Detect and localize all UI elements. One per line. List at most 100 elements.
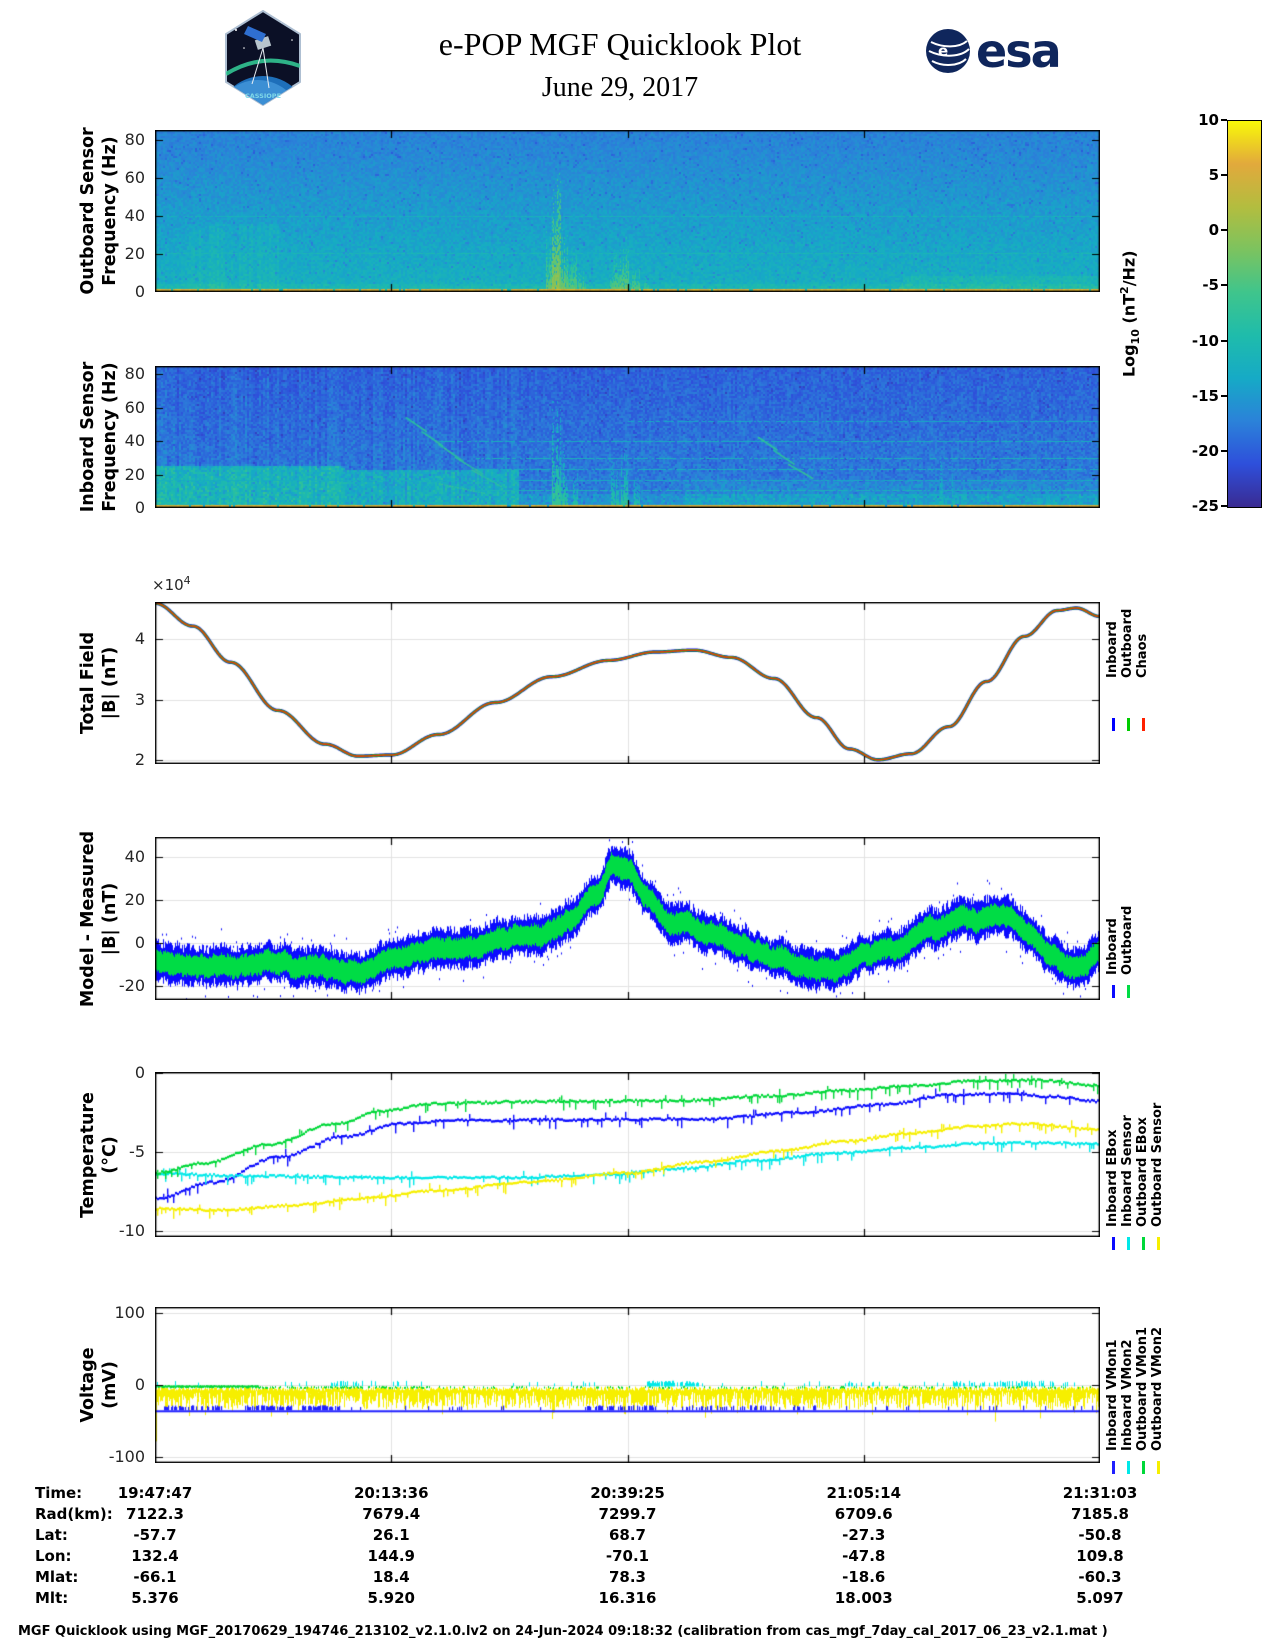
panel-model-minus-measured (155, 837, 1100, 1000)
table-cell: -27.3 (842, 1526, 886, 1544)
ytick-label-temperature: -5 (129, 1142, 145, 1162)
colorbar-tick-label: 10 (1198, 111, 1219, 129)
ytick-label-total-field: 2 (134, 749, 145, 769)
panel-outboard-spectrogram (155, 130, 1100, 292)
colorbar-tick-mark (1221, 394, 1227, 397)
ylabel-temperature: Temperature (°C) (78, 1091, 120, 1218)
ylabel-outboard-spectrogram: Outboard Sensor Frequency (Hz) (78, 127, 120, 295)
legend-tick-outboard-sensor (1157, 1237, 1160, 1250)
colorbar (1227, 120, 1262, 508)
outboard-spectrogram-plot-canvas (155, 130, 1100, 292)
patch-text: CASSIOPE (245, 92, 281, 100)
table-cell: 132.4 (131, 1547, 179, 1565)
table-cell: 5.097 (1076, 1589, 1124, 1607)
ytick-label-outboard-spectrogram: 80 (124, 129, 145, 149)
ytick-label-inboard-spectrogram: 0 (134, 498, 145, 517)
table-cell: 6709.6 (834, 1505, 893, 1523)
ytick-label-total-field: 4 (134, 629, 145, 649)
ylabel-model-minus-measured: Model - Measured |B| (nT) (78, 830, 120, 1007)
ytick-label-voltage: 0 (134, 1375, 145, 1394)
colorbar-tick-label: -5 (1202, 276, 1219, 295)
ytick-label-voltage: 100 (114, 1302, 145, 1322)
page-title: e-POP MGF Quicklook Plot (438, 26, 802, 62)
ytick-label-model-minus-measured: 40 (124, 847, 145, 867)
panel-voltage (155, 1307, 1100, 1463)
panel-inboard-spectrogram (155, 366, 1100, 508)
footer-provenance-text: MGF Quicklook using MGF_20170629_194746_… (18, 1624, 1108, 1639)
table-cell: 68.7 (608, 1526, 646, 1544)
table-row-label-lat: Lat: (35, 1526, 68, 1544)
legend-tick-inboard (1112, 718, 1115, 731)
colorbar-tick-label: 0 (1208, 221, 1219, 240)
ytick-label-voltage: -100 (108, 1447, 145, 1467)
table-cell: 20:13:36 (353, 1484, 429, 1502)
axis-multiplier: ×104 (152, 574, 191, 594)
ytick-label-outboard-spectrogram: 0 (134, 282, 145, 301)
esa-logo-text: esa (976, 24, 1062, 78)
ylabel-total-field: Total Field |B| (nT) (78, 631, 120, 735)
cassiope-mission-patch-icon: CASSIOPE (225, 10, 301, 106)
colorbar-tick-mark (1221, 449, 1227, 452)
multiplier-exponent: 4 (183, 574, 191, 587)
table-cell: 19:47:47 (117, 1484, 193, 1502)
table-cell: 26.1 (372, 1526, 410, 1544)
legend-label-outboard: Outboard (1120, 905, 1135, 975)
panel-temperature (155, 1072, 1100, 1237)
legend-tick-outboard (1127, 718, 1130, 731)
ytick-label-model-minus-measured: 0 (134, 933, 145, 953)
table-cell: -60.3 (1078, 1568, 1122, 1586)
total-field-plot-canvas (155, 602, 1100, 764)
colorbar-tick-mark (1221, 505, 1227, 507)
table-row-label-time: Time: (35, 1484, 83, 1502)
table-cell: 5.920 (367, 1589, 415, 1607)
table-cell: 7185.8 (1071, 1505, 1129, 1523)
colorbar-tick-mark (1221, 229, 1227, 232)
table-cell: 5.376 (131, 1589, 179, 1607)
colorbar-tick-label: -15 (1191, 386, 1219, 405)
model-minus-measured-plot-canvas (155, 837, 1100, 1000)
legend-label-outboard-vmon2: Outboard VMon2 (1150, 1326, 1165, 1451)
colorbar-tick-mark (1221, 174, 1227, 177)
table-cell: -57.7 (133, 1526, 177, 1544)
table-cell: 20:39:25 (590, 1484, 665, 1502)
legend-tick-outboard-vmon1 (1142, 1461, 1145, 1474)
ytick-label-temperature: 0 (134, 1062, 145, 1082)
table-cell: 7679.4 (362, 1505, 421, 1523)
ytick-label-inboard-spectrogram: 60 (124, 397, 145, 417)
multiplier-base: ×10 (152, 576, 184, 594)
plot-date: June 29, 2017 (541, 72, 699, 103)
ytick-label-outboard-spectrogram: 60 (124, 167, 145, 187)
ytick-label-model-minus-measured: -20 (118, 976, 145, 996)
legend-label-chaos: Chaos (1135, 633, 1150, 678)
ytick-label-outboard-spectrogram: 20 (124, 243, 145, 263)
table-cell: 16.316 (598, 1589, 657, 1607)
colorbar-tick-label: 5 (1208, 166, 1219, 185)
inboard-spectrogram-plot-canvas (155, 366, 1100, 508)
ytick-label-inboard-spectrogram: 20 (124, 464, 145, 484)
legend-tick-outboard (1127, 985, 1130, 998)
svg-text:e: e (938, 42, 948, 60)
legend-label-outboard-sensor: Outboard Sensor (1150, 1102, 1165, 1227)
table-cell: -66.1 (133, 1568, 177, 1586)
table-cell: 18.003 (834, 1589, 893, 1607)
colorbar-tick-label: -10 (1191, 331, 1219, 350)
table-cell: -50.8 (1078, 1526, 1122, 1544)
colorbar-tick-label: -20 (1191, 441, 1219, 460)
table-cell: 21:31:03 (1062, 1484, 1138, 1502)
colorbar-axis-label: Log10 (nT2/Hz) (1118, 250, 1142, 378)
ytick-label-model-minus-measured: 20 (124, 890, 145, 910)
table-cell: 21:05:14 (826, 1484, 902, 1502)
ylabel-inboard-spectrogram: Inboard Sensor Frequency (Hz) (78, 361, 120, 513)
legend-tick-outboard-ebox (1142, 1237, 1145, 1250)
table-cell: -47.8 (842, 1547, 886, 1565)
legend-tick-inboard-sensor (1127, 1237, 1130, 1250)
ytick-label-inboard-spectrogram: 40 (124, 431, 145, 451)
temperature-plot-canvas (155, 1072, 1100, 1237)
ytick-label-outboard-spectrogram: 40 (124, 205, 145, 225)
legend-tick-inboard-ebox (1112, 1237, 1115, 1250)
table-cell: 144.9 (367, 1547, 415, 1565)
ytick-label-total-field: 3 (134, 689, 145, 709)
colorbar-tick-label: -25 (1191, 497, 1219, 515)
table-cell: 18.4 (372, 1568, 410, 1586)
